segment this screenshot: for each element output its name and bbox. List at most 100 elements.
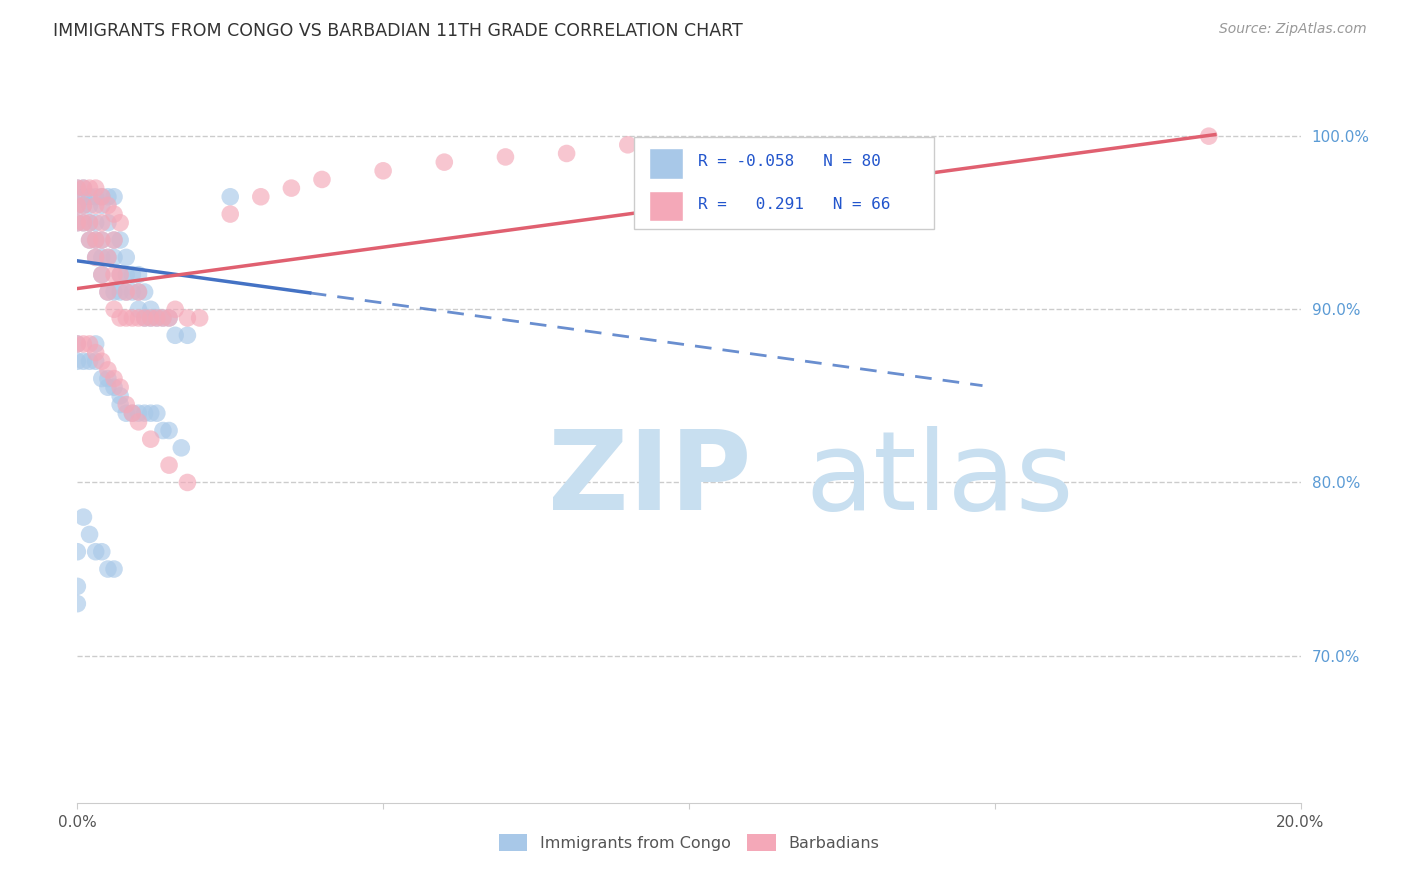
Bar bbox=[648, 191, 683, 221]
Point bbox=[121, 285, 143, 299]
Point bbox=[97, 562, 120, 576]
Point bbox=[165, 302, 187, 317]
Point bbox=[115, 398, 138, 412]
Point bbox=[108, 268, 131, 282]
Point bbox=[97, 285, 120, 299]
Point bbox=[152, 310, 174, 325]
Point bbox=[66, 198, 89, 212]
Bar bbox=[648, 148, 683, 178]
Point bbox=[97, 251, 120, 265]
Point bbox=[72, 216, 94, 230]
Point bbox=[79, 354, 101, 368]
Point bbox=[84, 545, 107, 559]
Point bbox=[127, 268, 149, 282]
FancyBboxPatch shape bbox=[634, 136, 934, 229]
Point bbox=[90, 190, 112, 204]
Point bbox=[188, 310, 211, 325]
Point bbox=[84, 337, 107, 351]
Point bbox=[103, 371, 125, 385]
Point bbox=[66, 337, 89, 351]
Point bbox=[127, 285, 149, 299]
Point bbox=[103, 302, 125, 317]
Point bbox=[90, 198, 112, 212]
Point bbox=[72, 510, 94, 524]
Point bbox=[97, 363, 120, 377]
Point bbox=[617, 137, 640, 152]
Point bbox=[79, 216, 101, 230]
Point bbox=[90, 190, 112, 204]
Point bbox=[134, 406, 156, 420]
Point bbox=[157, 310, 180, 325]
Point bbox=[97, 190, 120, 204]
Point bbox=[66, 337, 89, 351]
Point bbox=[84, 233, 107, 247]
Point bbox=[134, 310, 156, 325]
Point bbox=[79, 190, 101, 204]
Point bbox=[139, 310, 162, 325]
Point bbox=[108, 380, 131, 394]
Point bbox=[84, 216, 107, 230]
Point bbox=[84, 251, 107, 265]
Point bbox=[219, 190, 242, 204]
Point bbox=[555, 146, 578, 161]
Point bbox=[79, 233, 101, 247]
Point bbox=[170, 441, 193, 455]
Point bbox=[121, 268, 143, 282]
Point bbox=[115, 285, 138, 299]
Point bbox=[103, 207, 125, 221]
Point bbox=[66, 216, 89, 230]
Point bbox=[66, 354, 89, 368]
Point bbox=[371, 163, 394, 178]
Point bbox=[84, 198, 107, 212]
Point bbox=[108, 389, 131, 403]
Point bbox=[115, 406, 138, 420]
Point bbox=[108, 310, 131, 325]
Point bbox=[127, 415, 149, 429]
Point bbox=[103, 268, 125, 282]
Point bbox=[84, 251, 107, 265]
Point bbox=[176, 475, 198, 490]
Point bbox=[79, 181, 101, 195]
Point bbox=[152, 310, 174, 325]
Point bbox=[84, 354, 107, 368]
Point bbox=[66, 216, 89, 230]
Point bbox=[90, 371, 112, 385]
Point bbox=[115, 251, 138, 265]
Point bbox=[152, 424, 174, 438]
Point bbox=[280, 181, 302, 195]
Point bbox=[90, 233, 112, 247]
Point bbox=[66, 579, 89, 593]
Point bbox=[90, 268, 112, 282]
Point bbox=[108, 233, 131, 247]
Point bbox=[72, 198, 94, 212]
Point bbox=[121, 406, 143, 420]
Point bbox=[72, 354, 94, 368]
Point bbox=[103, 562, 125, 576]
Point bbox=[219, 207, 242, 221]
Point bbox=[157, 310, 180, 325]
Point bbox=[66, 181, 89, 195]
Text: IMMIGRANTS FROM CONGO VS BARBADIAN 11TH GRADE CORRELATION CHART: IMMIGRANTS FROM CONGO VS BARBADIAN 11TH … bbox=[53, 22, 744, 40]
Point bbox=[103, 233, 125, 247]
Point bbox=[103, 190, 125, 204]
Text: atlas: atlas bbox=[806, 425, 1074, 533]
Point bbox=[115, 268, 138, 282]
Text: R = -0.058   N = 80: R = -0.058 N = 80 bbox=[697, 154, 880, 169]
Point bbox=[90, 216, 112, 230]
Point bbox=[84, 233, 107, 247]
Point bbox=[108, 398, 131, 412]
Point bbox=[97, 371, 120, 385]
Point bbox=[90, 233, 112, 247]
Point bbox=[103, 251, 125, 265]
Point bbox=[79, 216, 101, 230]
Point bbox=[121, 310, 143, 325]
Point bbox=[146, 406, 169, 420]
Point bbox=[115, 285, 138, 299]
Point bbox=[127, 310, 149, 325]
Point bbox=[66, 545, 89, 559]
Point bbox=[103, 233, 125, 247]
Point bbox=[90, 251, 112, 265]
Point bbox=[66, 198, 89, 212]
Point bbox=[84, 190, 107, 204]
Point bbox=[139, 310, 162, 325]
